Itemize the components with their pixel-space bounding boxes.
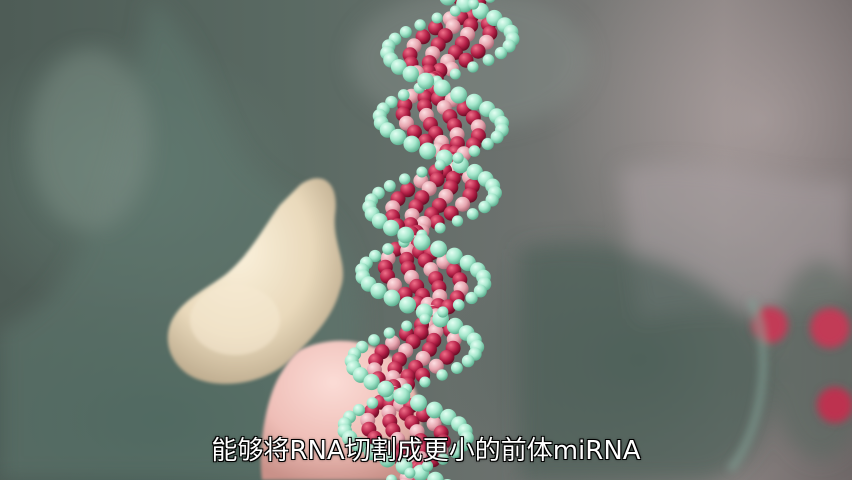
helix-backbone-bead <box>436 369 448 381</box>
helix-base-bead <box>367 430 383 446</box>
helix-backbone-bead <box>397 89 410 101</box>
helix-backbone-bead <box>467 61 479 73</box>
helix-backbone-bead <box>413 233 431 251</box>
helix-backbone-bead <box>490 130 504 144</box>
helix-backbone-bead <box>437 306 449 318</box>
helix-backbone-bead <box>383 289 401 307</box>
helix-backbone-bead <box>382 243 394 255</box>
helix-backbone-bead <box>452 152 464 164</box>
helix-backbone-bead <box>368 334 380 346</box>
distant-beads <box>726 297 852 473</box>
helix-backbone-bead <box>437 453 449 465</box>
helix-backbone-bead <box>416 166 428 178</box>
helix-base-bead <box>455 196 471 212</box>
helix-backbone-bead <box>446 317 464 335</box>
helix-backbone-bead <box>478 200 491 214</box>
helix-backbone-bead <box>403 135 421 153</box>
helix-backbone-bead <box>485 0 495 3</box>
helix-backbone-bead <box>468 145 481 157</box>
helix-backbone-bead <box>397 226 415 244</box>
helix-backbone-bead <box>370 282 387 300</box>
helix-backbone-bead <box>352 403 366 417</box>
helix-backbone-bead <box>439 0 456 6</box>
helix-backbone-bead <box>363 443 381 461</box>
helix-backbone-bead <box>450 362 463 374</box>
helix-backbone-bead <box>494 46 508 60</box>
helix-backbone-bead <box>421 460 434 472</box>
helix-backbone-bead <box>399 173 411 185</box>
helix-backbone <box>337 0 520 480</box>
helix-backbone-bead <box>461 354 475 368</box>
helix-backbone-bead <box>368 249 382 263</box>
helix-base-bead <box>439 349 455 365</box>
helix-backbone-bead <box>410 394 427 412</box>
helix-backbone-bead <box>449 5 461 17</box>
helix-backbone-bead <box>467 0 479 10</box>
helix-backbone-bead <box>390 59 407 75</box>
helix-base-bead <box>385 335 401 351</box>
helix-backbone-bead <box>389 128 407 146</box>
helix-backbone-bead <box>465 93 483 111</box>
helix-backbone-bead <box>377 380 395 398</box>
helix-backbone-bead <box>481 137 494 151</box>
helix-backbone-bead <box>452 299 465 311</box>
helix-backbone-bead <box>383 327 395 339</box>
helix-backbone-bead <box>465 291 478 305</box>
helix-backbone-bead <box>417 72 435 90</box>
helix-backbone-bead <box>401 320 413 332</box>
helix-backbone-bead <box>430 240 448 258</box>
helix-base-bead <box>470 43 486 59</box>
helix-backbone-bead <box>399 26 412 38</box>
helix-backbone-bead <box>450 86 468 104</box>
helix-backbone-bead <box>473 284 487 298</box>
helix-backbone-bead <box>482 54 495 66</box>
helix-backbone-bead <box>449 445 462 459</box>
helix-backbone-bead <box>434 222 446 234</box>
helix-base-bead <box>387 277 402 293</box>
helix-backbone-bead <box>466 208 479 220</box>
helix-backbone-bead <box>399 296 417 314</box>
helix-backbone-bead <box>426 401 443 419</box>
helix-backbone-bead <box>434 159 446 171</box>
helix-backbone-bead <box>451 215 464 227</box>
helix-backbone-bead <box>427 471 444 480</box>
video-subtitle: 能够将RNA切割成更小的前体miRNA <box>211 436 641 466</box>
helix-backbone-bead <box>419 313 431 325</box>
helix-backbone-bead <box>404 467 416 479</box>
helix-backbone-bead <box>351 436 368 454</box>
helix-backbone-bead <box>379 450 396 468</box>
helix-backbone-bead <box>414 19 426 31</box>
cream-protein <box>167 178 344 384</box>
helix-backbone-bead <box>419 376 431 388</box>
helix-backbone-bead <box>363 373 380 391</box>
helix-backbone-bead <box>419 142 437 160</box>
helix-backbone-bead <box>433 79 451 97</box>
helix-backbone-bead <box>402 65 420 83</box>
helix-backbone-bead <box>383 219 400 237</box>
helix-backbone-bead <box>383 180 396 192</box>
helix-backbone-bead <box>385 474 398 480</box>
helix-backbone-bead <box>393 387 411 405</box>
helix-backbone-bead <box>366 397 379 409</box>
helix-backbone-bead <box>446 247 463 265</box>
helix-base-bead <box>400 182 416 198</box>
helix-backbone-bead <box>449 68 461 80</box>
helix-backbone-bead <box>431 12 443 24</box>
